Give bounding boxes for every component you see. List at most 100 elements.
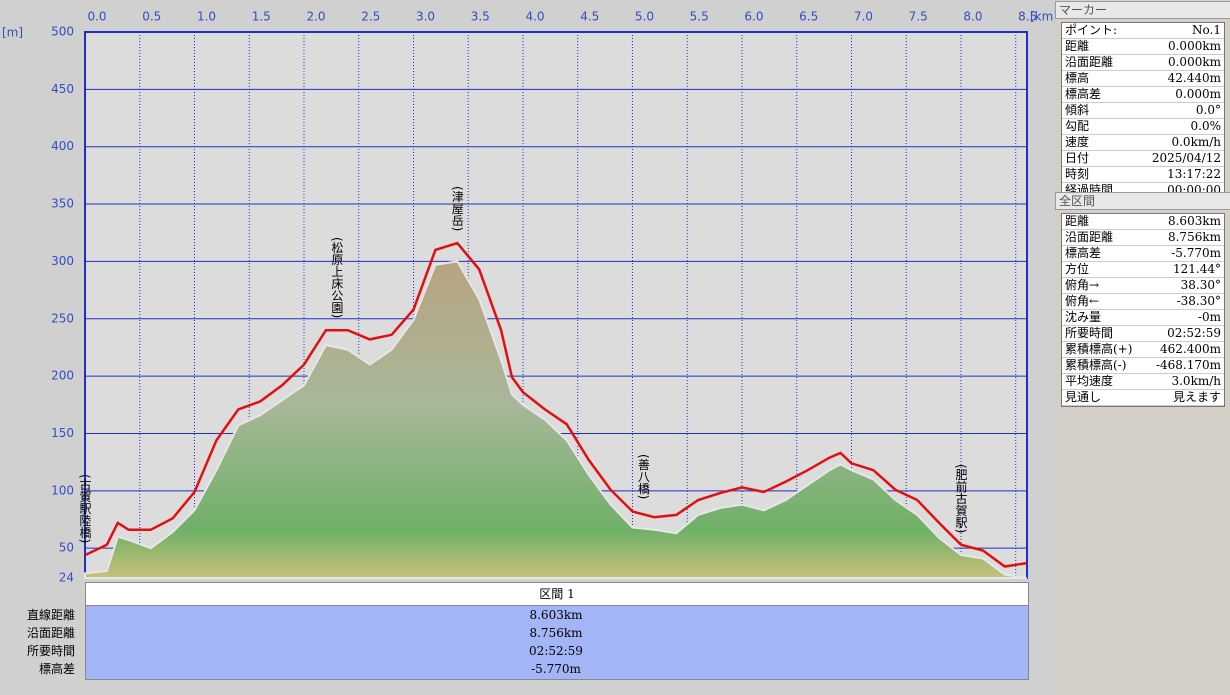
info-row: 方位 121.44° [1062,262,1224,278]
info-value: 8.756km [1167,230,1221,244]
info-label: 沿面距離 [1065,230,1114,244]
info-value: 0.000km [1167,39,1221,53]
info-value: -468.170m [1155,358,1221,372]
annotation: (松原上床公園) [329,237,344,319]
info-value: 0.0km/h [1171,135,1221,149]
info-row: 沿面距離 8.756km [1062,230,1224,246]
info-label: 傾斜 [1065,103,1090,117]
info-label: 累積標高(+) [1065,342,1133,356]
info-row: 距離 0.000km [1062,39,1224,55]
x-tick-label: 1.5 [252,10,271,24]
y-tick-label: 500 [51,25,74,39]
info-label: 方位 [1065,262,1090,276]
panel-title: マーカー [1055,1,1230,19]
info-row: 累積標高(-) -468.170m [1062,358,1224,374]
info-value: -5.770m [1171,246,1221,260]
info-value: 0.000m [1175,87,1221,101]
row-value: 8.603km [529,608,583,622]
info-label: 俯角→ [1065,278,1100,292]
info-row: 速度 0.0km/h [1062,135,1224,151]
x-tick-label: 4.5 [580,10,599,24]
annotation: (善八橋) [636,454,651,500]
info-value: No.1 [1192,23,1221,37]
y-tick-label: 350 [51,197,74,211]
row-label: 所要時間 [26,644,75,658]
chart: [m] [km] 24 50 100 150 200 250 300 350 400 450 500… [2,9,1055,585]
info-label: 見通し [1065,390,1102,404]
info-value: 02:52:59 [1167,326,1221,340]
row-label: 標高差 [38,662,75,676]
row-value: 02:52:59 [529,644,583,658]
info-row: 平均速度 3.0km/h [1062,374,1224,390]
x-tick-label: 5.0 [635,10,654,24]
info-label: 日付 [1065,151,1090,165]
info-row: 時刻 13:17:22 [1062,167,1224,183]
y-tick-label: 450 [51,82,74,96]
info-row: 累積標高(+) 462.400m [1062,342,1224,358]
x-tick-label: 5.5 [690,10,709,24]
info-row: 勾配 0.0% [1062,119,1224,135]
info-value: -38.30° [1176,294,1221,308]
section-body [85,605,1029,680]
info-row: 所要時間 02:52:59 [1062,326,1224,342]
info-label: 距離 [1065,39,1090,53]
info-value: 2025/04/12 [1151,151,1221,165]
info-label: 沈み量 [1065,310,1102,324]
info-table: ポイント: No.1 距離 0.000km 沿面距離 0.000km 標高 42.440m 標高… [1061,22,1225,200]
x-tick-label: 4.0 [525,10,544,24]
y-tick-label: 300 [51,254,74,268]
info-value: 見えます [1172,390,1221,404]
panel-title: 全区間 [1055,192,1230,210]
row-value: 8.756km [529,626,583,640]
info-value: 0.0° [1195,103,1221,117]
x-tick-label: 6.5 [799,10,818,24]
info-row: 傾斜 0.0° [1062,103,1224,119]
info-row: 沿面距離 0.000km [1062,55,1224,71]
annotation: (肥前古賀駅) [953,463,968,534]
info-label: 俯角← [1065,294,1100,308]
x-tick-label: 2.5 [361,10,380,24]
x-unit: [km] [1030,10,1055,24]
info-value: 0.0% [1190,119,1222,133]
x-tick-label: 2.0 [306,10,325,24]
x-tick-label: 7.0 [854,10,873,24]
info-label: 沿面距離 [1065,55,1114,69]
x-tick-label: 0.0 [87,10,106,24]
y-tick-label: 400 [51,139,74,153]
x-tick-label: 7.5 [909,10,928,24]
info-value: 3.0km/h [1171,374,1221,388]
info-label: 標高 [1065,71,1090,85]
info-value: -0m [1197,310,1221,324]
info-label: 平均速度 [1065,374,1114,388]
x-tick-label: 1.0 [197,10,216,24]
info-value: 42.440m [1167,71,1221,85]
x-tick-label: 3.0 [416,10,435,24]
info-row: 俯角← -38.30° [1062,294,1224,310]
info-row: 距離 8.603km [1062,214,1224,230]
y-tick-label: 200 [51,369,74,383]
y-tick-label: 250 [51,311,74,325]
y-tick-label: 50 [59,541,74,555]
info-row: 沈み量 -0m [1062,310,1224,326]
info-value: 462.400m [1159,342,1221,356]
info-row: 標高差 -5.770m [1062,246,1224,262]
info-label: 勾配 [1065,119,1090,133]
y-tick-label: 150 [51,426,74,440]
info-row: ポイント: No.1 [1062,23,1224,39]
info-row: 日付 2025/04/12 [1062,151,1224,167]
info-label: 累積標高(-) [1065,358,1127,372]
info-label: 所要時間 [1065,326,1114,340]
info-row: 標高 42.440m [1062,71,1224,87]
x-tick-label: 3.5 [471,10,490,24]
info-value: 13:17:22 [1167,167,1221,181]
x-tick-label: 8.5 [1018,10,1037,24]
plot: 24 50 100 150 200 250 300 350 400 450 500 0.0 0.5 1.0… [51,10,1037,585]
section-header: 区間 1 [85,582,1029,606]
info-row: 標高差 0.000m [1062,87,1224,103]
row-label: 沿面距離 [26,626,75,640]
row-label: 直線距離 [26,608,75,622]
info-label: 時刻 [1065,167,1090,181]
info-table: 距離 8.603km 沿面距離 8.756km 標高差 -5.770m 方位 121.44° 俯… [1061,213,1225,407]
info-value: 121.44° [1173,262,1221,276]
